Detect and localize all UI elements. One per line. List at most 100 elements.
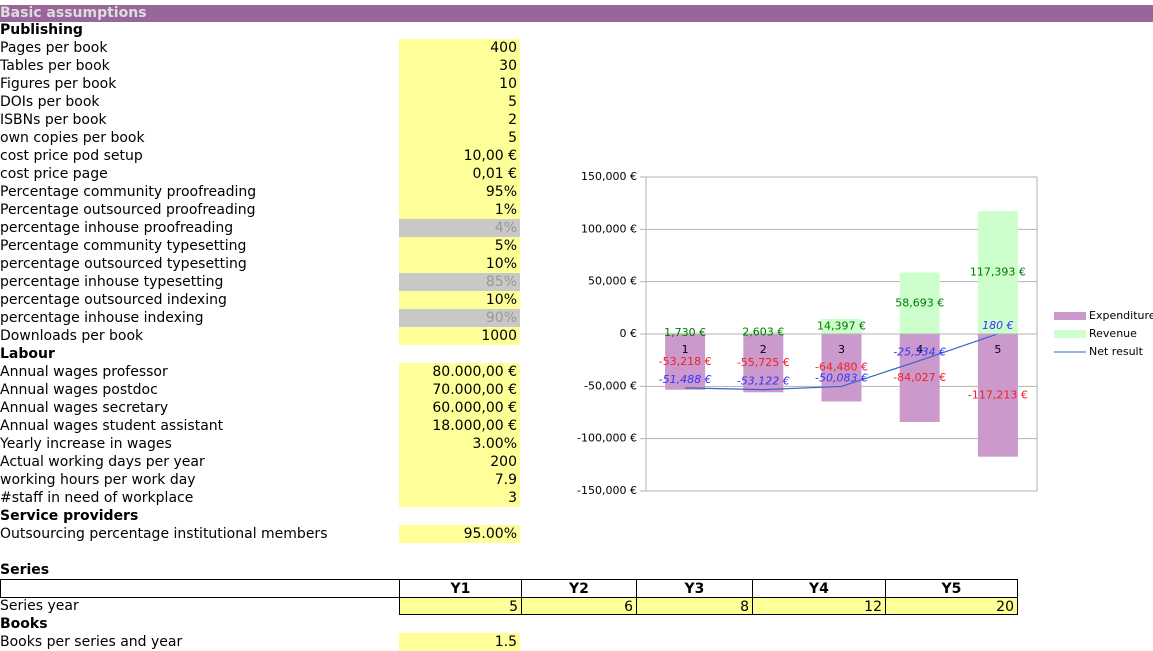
row-label: own copies per book (0, 130, 145, 146)
sheet-header: Basic assumptions (0, 5, 1153, 22)
row-value: 18.000,00 € (399, 417, 520, 435)
y-tick-label: 50,000 € (588, 275, 637, 288)
data-label: 14,397 € (817, 319, 866, 332)
row-label: Annual wages professor (0, 364, 168, 380)
row-value: 20 (885, 597, 1018, 615)
row-value: 10% (399, 291, 520, 309)
row-label: percentage outsourced indexing (0, 292, 227, 308)
section-title: Publishing (0, 22, 83, 38)
row-label: Actual working days per year (0, 454, 205, 470)
row-label: Yearly increase in wages (0, 436, 172, 452)
row-value: 2 (399, 111, 520, 129)
row-value: 10% (399, 255, 520, 273)
row-label: Series year (0, 598, 79, 614)
row-label: Annual wages student assistant (0, 418, 224, 434)
section-title: Books (0, 616, 48, 632)
row-label: #staff in need of workplace (0, 490, 194, 506)
row-label: percentage inhouse typesetting (0, 274, 224, 290)
legend-swatch (1054, 330, 1086, 338)
data-label: 117,393 € (970, 266, 1026, 279)
row-label: Books per series and year (0, 634, 183, 650)
y-tick-label: -100,000 € (577, 432, 637, 445)
legend-swatch (1054, 312, 1086, 320)
y-tick-label: 150,000 € (581, 170, 637, 183)
row-value: 10,00 € (399, 147, 520, 165)
bar (743, 334, 784, 393)
legend-label: Revenue (1089, 327, 1137, 340)
row-label: Figures per book (0, 76, 117, 92)
row-value: 1% (399, 201, 520, 219)
row-label: percentage inhouse proofreading (0, 220, 234, 236)
row-value: 10 (399, 75, 520, 93)
data-label: 58,693 € (895, 296, 944, 309)
legend-label: Net result (1089, 345, 1144, 358)
x-tick-label: 5 (994, 343, 1001, 356)
row-label: Annual wages secretary (0, 400, 169, 416)
x-tick-label: 4 (916, 343, 923, 356)
row-value: 1.5 (399, 633, 520, 651)
x-tick-label: 3 (838, 343, 845, 356)
row-value: 3.00% (399, 435, 520, 453)
x-tick-label: 2 (760, 343, 767, 356)
row-value: 0,01 € (399, 165, 520, 183)
data-label: -50,083 € (815, 371, 868, 384)
data-label: -53,218 € (659, 355, 712, 368)
row-label: cost price pod setup (0, 148, 143, 164)
bar (899, 272, 940, 334)
y-tick-label: 0 € (620, 327, 638, 340)
row-label: Outsourcing percentage institutional mem… (0, 526, 328, 542)
row-value: 80.000,00 € (399, 363, 520, 381)
data-label: 1,730 € (664, 326, 706, 339)
bar (743, 331, 784, 334)
row-value: 7.9 (399, 471, 520, 489)
row-value: 200 (399, 453, 520, 471)
bar (665, 332, 706, 334)
row-value: 70.000,00 € (399, 381, 520, 399)
row-value: 95% (399, 183, 520, 201)
data-label: 2,603 € (742, 326, 784, 339)
row-value: 3 (399, 489, 520, 507)
row-label: Percentage outsourced proofreading (0, 202, 256, 218)
data-label: -53,122 € (737, 375, 790, 388)
row-label: ISBNs per book (0, 112, 107, 128)
row-value: 5 (399, 93, 520, 111)
section-title: Service providers (0, 508, 139, 524)
data-label: -64,480 € (815, 361, 868, 374)
bar (977, 211, 1018, 334)
row-label: cost price page (0, 166, 108, 182)
row-value: 30 (399, 57, 520, 75)
row-label: percentage outsourced typesetting (0, 256, 247, 272)
bar (821, 334, 862, 402)
y-tick-label: 100,000 € (581, 222, 637, 235)
bar (899, 334, 940, 422)
row-value: 4% (399, 219, 520, 237)
data-label: -25,334 € (893, 346, 946, 359)
y-tick-label: -150,000 € (577, 484, 637, 497)
row-label: Pages per book (0, 40, 108, 56)
row-value: 95.00% (399, 525, 520, 543)
section-title: Labour (0, 346, 55, 362)
row-value: 85% (399, 273, 520, 291)
y-tick-label: -50,000 € (584, 379, 637, 392)
row-value: 12 (752, 597, 886, 615)
row-value: 5% (399, 237, 520, 255)
legend-label: Expenditure (1089, 309, 1153, 322)
row-label: Tables per book (0, 58, 110, 74)
x-tick-label: 1 (682, 343, 689, 356)
row-label: Downloads per book (0, 328, 144, 344)
data-label: 180 € (982, 319, 1014, 332)
bar (821, 318, 862, 334)
row-value: 5 (399, 129, 520, 147)
row-value: 1000 (399, 327, 520, 345)
bar (977, 334, 1018, 457)
row-label: percentage inhouse indexing (0, 310, 204, 326)
row-label: Annual wages postdoc (0, 382, 158, 398)
row-value: 400 (399, 39, 520, 57)
data-label: -84,027 € (893, 371, 946, 384)
bar (665, 334, 706, 390)
row-value: 60.000,00 € (399, 399, 520, 417)
row-label: Percentage community proofreading (0, 184, 257, 200)
row-label: Percentage community typesetting (0, 238, 247, 254)
